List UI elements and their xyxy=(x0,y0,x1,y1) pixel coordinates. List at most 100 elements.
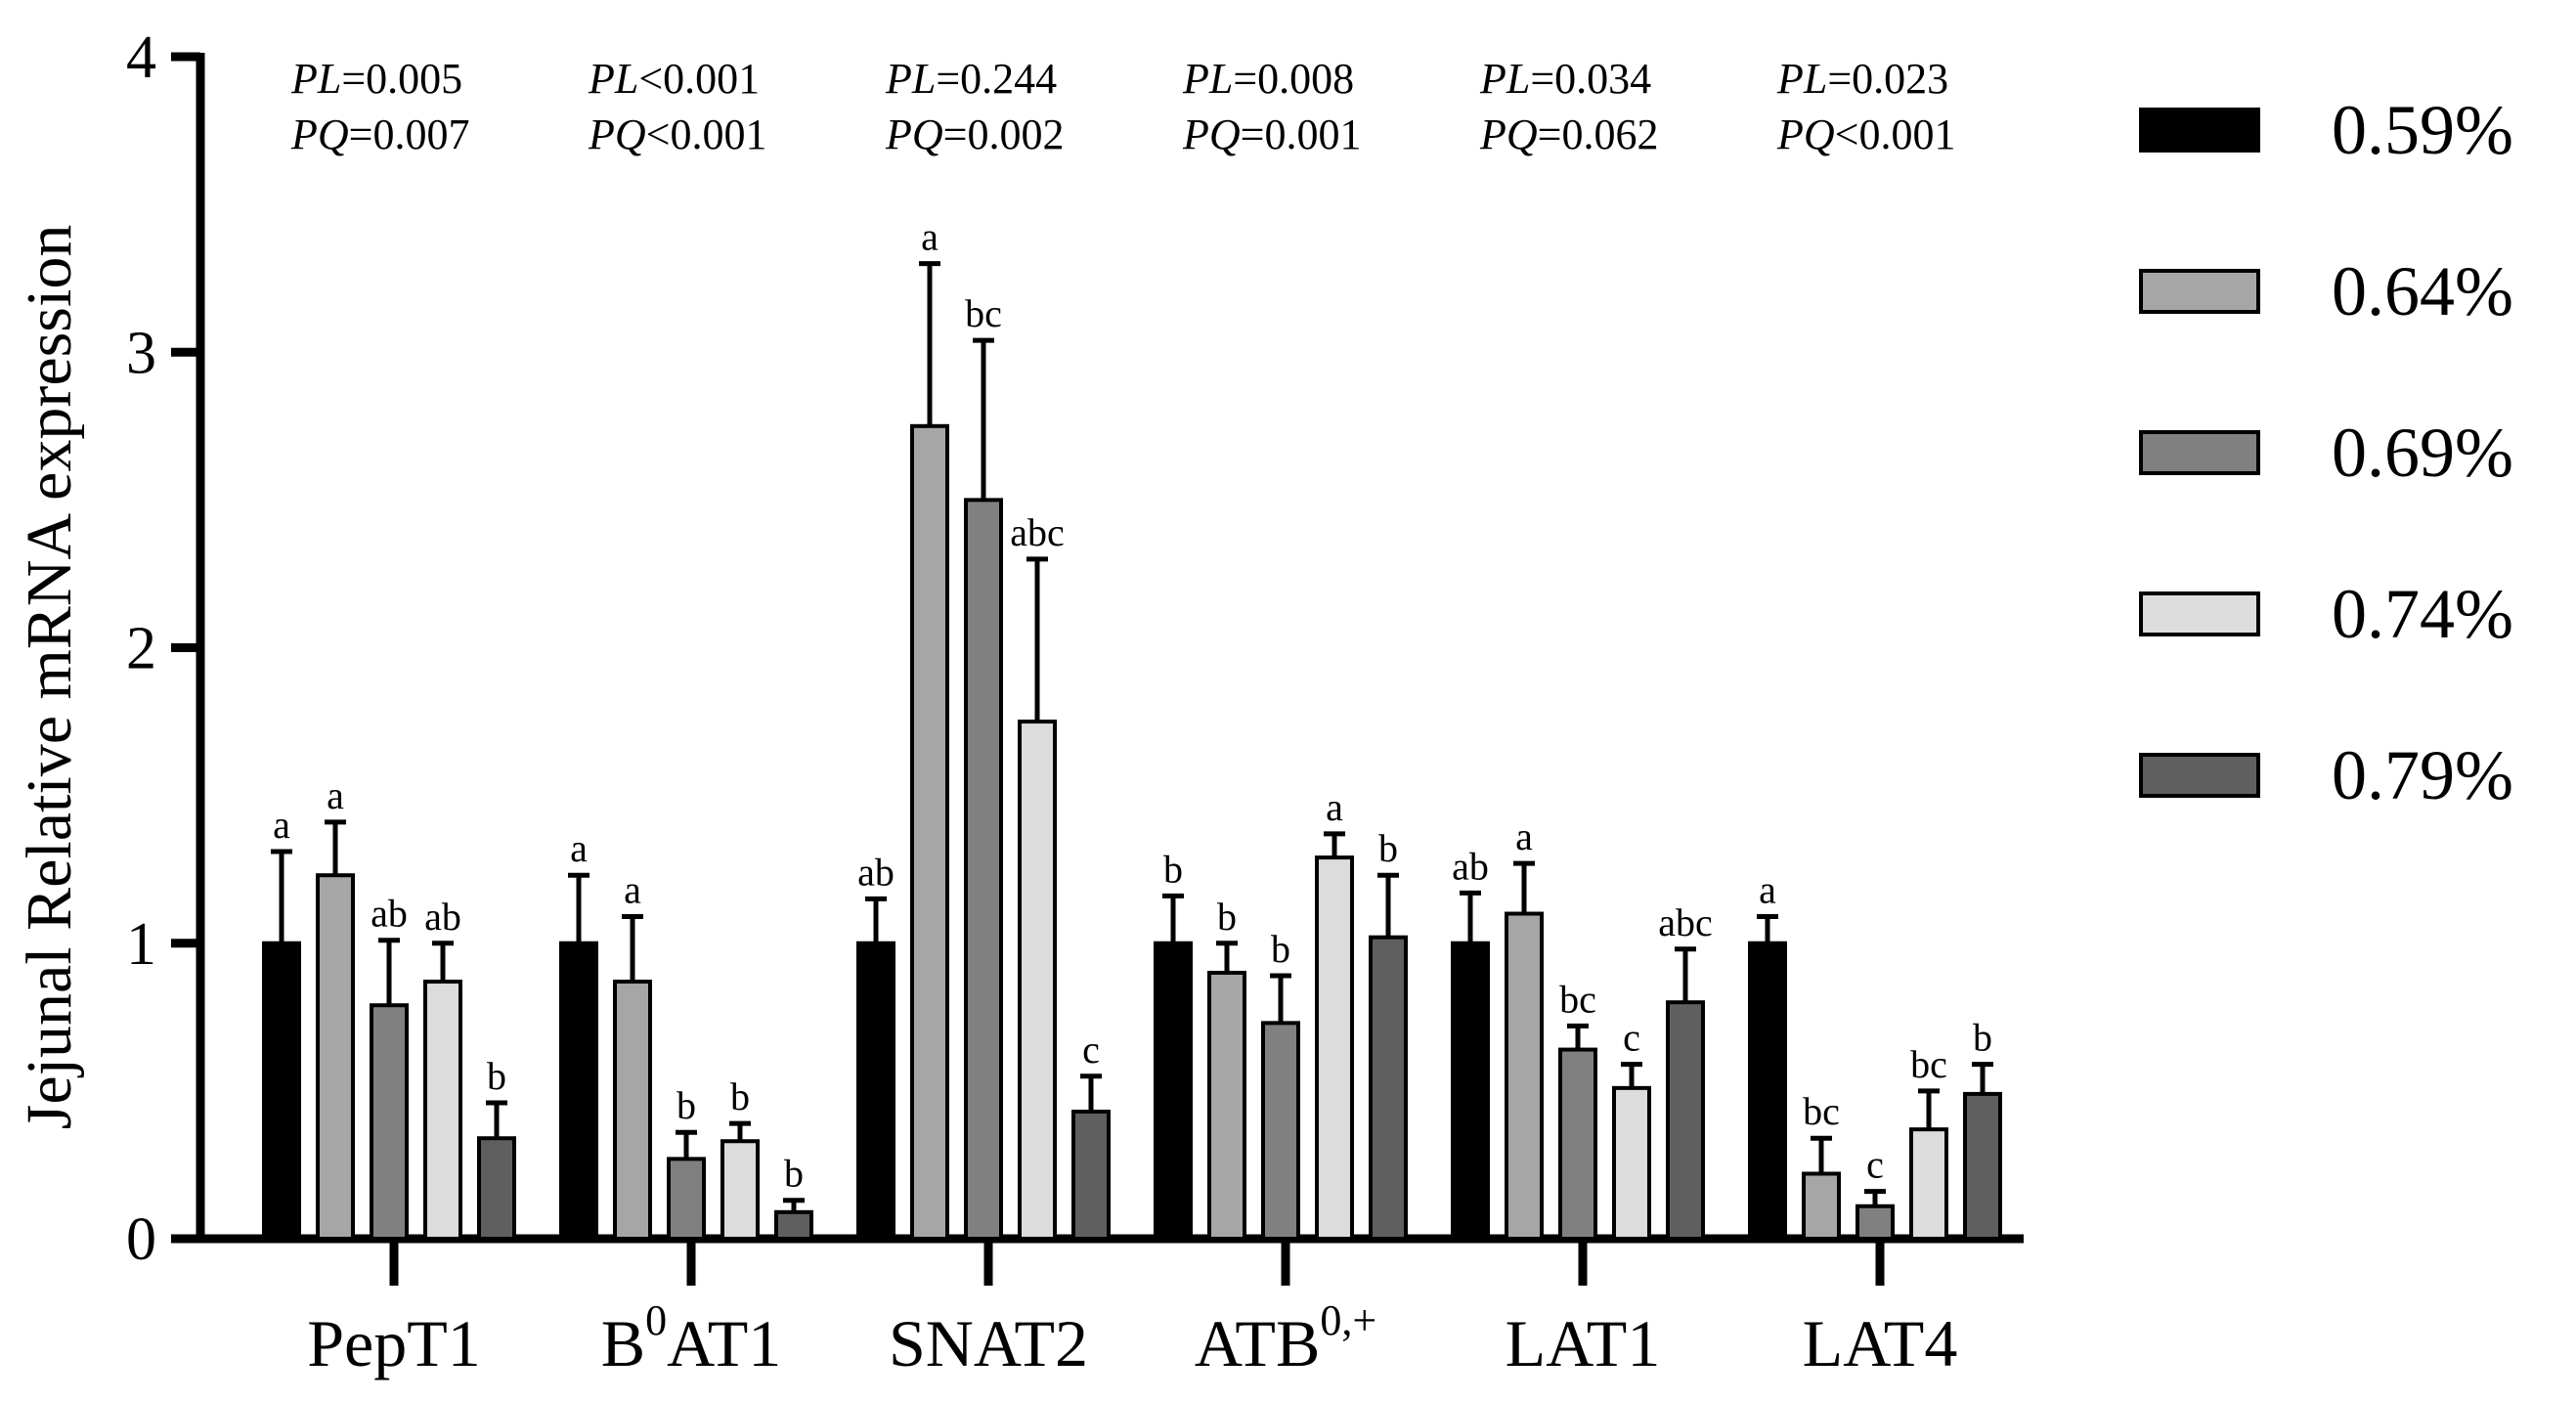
stat-pl-text: PL=0.008 xyxy=(1182,55,1354,103)
stat-pl-value: =0.005 xyxy=(341,55,462,103)
legend-swatch xyxy=(2139,269,2260,314)
significance-letter: ab xyxy=(371,892,408,936)
stat-pq-text: PQ=0.002 xyxy=(885,110,1064,158)
bar-4-0 xyxy=(1451,941,1490,1241)
stat-pl-text: PL=0.034 xyxy=(1479,55,1651,103)
stat-pq-text: PQ<0.001 xyxy=(1776,110,1955,158)
bar-5-3 xyxy=(1909,1127,1948,1241)
stat-pq-value: <0.001 xyxy=(646,110,767,158)
y-axis-label: Jejunal Relative mRNA expression xyxy=(14,225,85,1130)
significance-letter: bc xyxy=(1910,1042,1947,1086)
category-label-base: PepT1 xyxy=(307,1306,481,1380)
bar-5-0 xyxy=(1748,941,1787,1241)
stat-pq-text: PQ=0.001 xyxy=(1182,110,1361,158)
bar-4-1 xyxy=(1505,911,1544,1242)
stat-pl-value: =0.244 xyxy=(936,55,1057,103)
bar-0-1 xyxy=(316,873,355,1241)
bar-4-3 xyxy=(1612,1085,1651,1242)
stat-pl-label: PL xyxy=(885,55,936,103)
legend-label: 0.59% xyxy=(2332,91,2513,169)
stat-pq-label: PQ xyxy=(1776,110,1835,158)
bar-2-2 xyxy=(964,498,1003,1241)
bar-0-4 xyxy=(477,1136,516,1241)
significance-letter: b xyxy=(1163,847,1183,891)
bar-3-1 xyxy=(1207,970,1246,1241)
category-label-base: LAT4 xyxy=(1803,1306,1958,1380)
significance-letter: a xyxy=(273,803,290,847)
category-label-base: SNAT2 xyxy=(889,1306,1088,1380)
x-category-label: LAT4 xyxy=(1803,1306,1958,1380)
bar-0-2 xyxy=(370,1003,409,1242)
y-tick-label: 4 xyxy=(126,24,156,91)
category-label-base: B xyxy=(601,1306,645,1380)
bar-3-3 xyxy=(1315,855,1354,1241)
bar-5-4 xyxy=(1963,1091,2002,1241)
significance-letter: a xyxy=(624,868,641,912)
bar-0-0 xyxy=(262,941,301,1241)
stat-pq-value: =0.062 xyxy=(1538,110,1659,158)
y-tick-label: 2 xyxy=(126,616,156,682)
significance-letter: b xyxy=(1217,895,1237,939)
significance-letter: c xyxy=(1082,1028,1100,1072)
y-tick-label: 1 xyxy=(126,911,156,978)
significance-letter: ab xyxy=(1452,844,1489,888)
stat-pl-text: PL<0.001 xyxy=(588,55,760,103)
stat-pq-value: <0.001 xyxy=(1835,110,1956,158)
stat-pl-value: =0.008 xyxy=(1233,55,1354,103)
significance-letter: c xyxy=(1866,1143,1884,1187)
significance-letter: ab xyxy=(857,850,895,894)
bar-1-0 xyxy=(559,941,598,1241)
significance-letter: b xyxy=(784,1152,804,1196)
stat-pl-text: PL=0.023 xyxy=(1776,55,1948,103)
y-tick-label: 3 xyxy=(126,320,156,386)
significance-letter: b xyxy=(1973,1016,1992,1060)
stat-pq-label: PQ xyxy=(588,110,646,158)
category-label-base: ATB xyxy=(1195,1306,1320,1380)
category-label-superscript: 0 xyxy=(645,1296,667,1344)
bar-1-3 xyxy=(720,1139,760,1241)
stat-pq-label: PQ xyxy=(885,110,943,158)
x-category-label: SNAT2 xyxy=(889,1306,1088,1380)
significance-letter: abc xyxy=(1658,900,1713,944)
bar-2-3 xyxy=(1018,720,1057,1241)
significance-letter: a xyxy=(1759,868,1776,912)
stat-pq-value: =0.002 xyxy=(943,110,1065,158)
significance-letter: abc xyxy=(1010,510,1065,554)
bar-1-1 xyxy=(613,980,652,1241)
bar-0-3 xyxy=(423,980,462,1241)
stat-pl-value: <0.001 xyxy=(638,55,760,103)
stat-pq-text: PQ=0.007 xyxy=(290,110,469,158)
significance-letter: c xyxy=(1623,1016,1640,1060)
significance-letter: a xyxy=(1326,785,1343,829)
stat-pq-label: PQ xyxy=(1479,110,1538,158)
significance-letter: bc xyxy=(1559,977,1596,1021)
x-category-label: B0AT1 xyxy=(601,1296,781,1380)
stat-pq-label: PQ xyxy=(1182,110,1241,158)
stat-pl-value: =0.034 xyxy=(1530,55,1651,103)
stat-pl-label: PL xyxy=(588,55,638,103)
stat-pl-value: =0.023 xyxy=(1827,55,1948,103)
stat-pl-label: PL xyxy=(1182,55,1233,103)
bar-4-4 xyxy=(1666,1000,1705,1241)
bar-5-1 xyxy=(1802,1171,1841,1242)
x-category-label: ATB0,+ xyxy=(1195,1296,1376,1380)
category-label-base: LAT1 xyxy=(1506,1306,1661,1380)
bar-1-4 xyxy=(774,1209,813,1241)
stat-pq-value: =0.001 xyxy=(1241,110,1362,158)
significance-letter: b xyxy=(1378,826,1398,870)
legend-swatch xyxy=(2139,753,2260,798)
category-label-superscript: 0,+ xyxy=(1320,1296,1376,1344)
legend-label: 0.74% xyxy=(2332,575,2513,653)
x-category-label: LAT1 xyxy=(1506,1306,1661,1380)
legend-swatch xyxy=(2139,108,2260,153)
bar-3-4 xyxy=(1369,935,1408,1242)
significance-letter: b xyxy=(730,1074,750,1118)
significance-letter: b xyxy=(1271,927,1290,971)
stat-pq-text: PQ<0.001 xyxy=(588,110,766,158)
chart-bars xyxy=(262,261,2002,1242)
stat-pq-label: PQ xyxy=(290,110,349,158)
significance-letter: bc xyxy=(1803,1089,1840,1133)
significance-letter: a xyxy=(1515,814,1533,858)
bar-4-2 xyxy=(1558,1047,1597,1242)
